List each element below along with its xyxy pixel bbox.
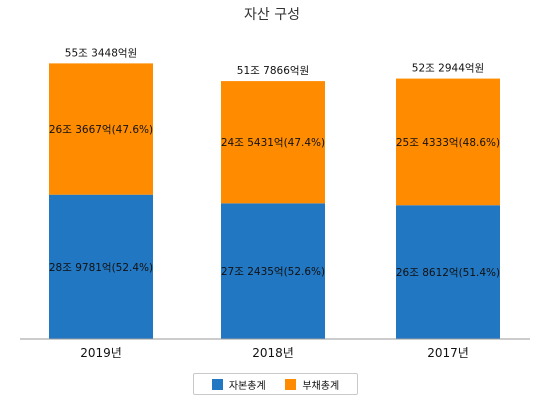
legend-label-liabilities: 부채총계 bbox=[302, 380, 340, 392]
bar-liabilities-0[interactable] bbox=[49, 63, 153, 195]
legend-swatch-equity bbox=[211, 378, 223, 390]
total-label-2: 52조 2944억원 bbox=[412, 63, 484, 75]
legend-item-liabilities[interactable]: 부채총계 bbox=[285, 377, 339, 392]
legend-item-equity[interactable]: 자본총계 bbox=[211, 377, 266, 392]
bar-equity-1[interactable] bbox=[221, 203, 325, 339]
legend: 자본총계 부채총계 bbox=[193, 373, 358, 395]
bar-liabilities-1[interactable] bbox=[221, 81, 325, 204]
liabilities-label-2: 25조 4333억(48.6%) bbox=[396, 137, 500, 149]
liabilities-label-1: 24조 5431억(47.4%) bbox=[221, 137, 325, 149]
x-tick-label-0: 2019년 bbox=[80, 346, 122, 360]
bar-equity-2[interactable] bbox=[396, 205, 500, 339]
legend-swatch-liabilities bbox=[285, 378, 297, 390]
bars-group: 28조 9781억(52.4%) 26조 3667억(47.6%) 55조 3448… bbox=[49, 47, 500, 360]
total-label-1: 51조 7866억원 bbox=[237, 65, 309, 77]
legend-label-equity: 자본총계 bbox=[228, 380, 266, 392]
x-tick-label-2: 2017년 bbox=[427, 346, 469, 360]
chart-title: 자산 구성 bbox=[244, 7, 300, 23]
equity-label-2: 26조 8612억(51.4%) bbox=[396, 267, 500, 279]
bar-equity-0[interactable] bbox=[49, 194, 153, 339]
total-label-0: 55조 3448억원 bbox=[65, 47, 137, 59]
bar-liabilities-2[interactable] bbox=[396, 78, 500, 206]
liabilities-label-0: 26조 3667억(47.6%) bbox=[49, 124, 153, 136]
equity-label-1: 27조 2435억(52.6%) bbox=[221, 266, 325, 278]
x-tick-label-1: 2018년 bbox=[252, 346, 294, 360]
equity-label-0: 28조 9781억(52.4%) bbox=[49, 262, 153, 274]
